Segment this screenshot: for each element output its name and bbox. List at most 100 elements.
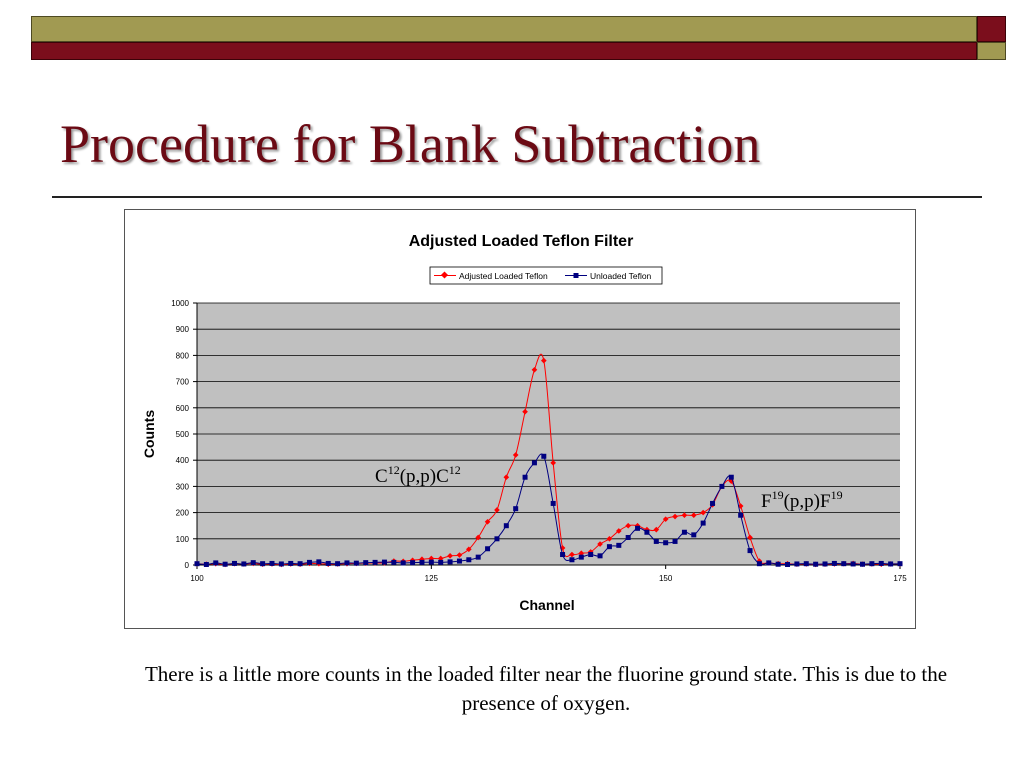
data-point-unloaded bbox=[456, 558, 462, 564]
data-point-unloaded bbox=[260, 561, 266, 567]
data-point-loaded bbox=[700, 509, 706, 516]
data-point-loaded bbox=[747, 534, 753, 541]
x-tick-label: 175 bbox=[893, 574, 907, 583]
y-tick-label: 200 bbox=[176, 509, 190, 518]
data-point-loaded bbox=[615, 528, 622, 534]
legend-label-loaded: Adjusted Loaded Teflon bbox=[459, 271, 548, 281]
data-point-unloaded bbox=[850, 561, 856, 567]
data-point-loaded bbox=[606, 535, 613, 542]
data-point-unloaded bbox=[269, 560, 275, 566]
data-point-loaded bbox=[578, 550, 585, 557]
data-point-loaded bbox=[625, 522, 632, 529]
data-point-loaded bbox=[569, 551, 575, 558]
data-point-loaded bbox=[550, 459, 557, 466]
data-point-unloaded bbox=[381, 559, 387, 565]
data-point-unloaded bbox=[363, 560, 369, 566]
data-point-loaded bbox=[456, 552, 463, 558]
data-point-unloaded bbox=[494, 536, 500, 542]
data-point-unloaded bbox=[860, 561, 866, 567]
data-point-unloaded bbox=[475, 554, 481, 560]
data-point-unloaded bbox=[203, 561, 209, 567]
data-point-unloaded bbox=[719, 483, 725, 489]
data-point-unloaded bbox=[663, 540, 669, 546]
x-tick-label: 125 bbox=[425, 574, 439, 583]
data-point-unloaded bbox=[578, 554, 584, 560]
data-point-unloaded bbox=[231, 560, 237, 566]
y-tick-label: 400 bbox=[176, 456, 190, 465]
data-point-loaded bbox=[690, 512, 697, 519]
data-point-unloaded bbox=[372, 559, 378, 565]
data-point-loaded bbox=[672, 513, 678, 520]
data-point-unloaded bbox=[194, 561, 200, 567]
data-point-unloaded bbox=[878, 560, 884, 566]
data-point-unloaded bbox=[353, 560, 359, 566]
data-point-unloaded bbox=[766, 560, 772, 566]
x-tick-label: 150 bbox=[659, 574, 673, 583]
chart-legend: Adjusted Loaded Teflon Unloaded Teflon bbox=[429, 266, 663, 285]
data-point-unloaded bbox=[316, 559, 322, 565]
data-point-unloaded bbox=[241, 561, 247, 567]
data-point-unloaded bbox=[588, 552, 594, 558]
fluorine-annotation: F19(p,p)F19 bbox=[761, 488, 843, 512]
data-point-loaded bbox=[662, 516, 669, 522]
series-line-unloaded bbox=[196, 453, 901, 565]
data-point-unloaded bbox=[653, 538, 659, 544]
data-point-unloaded bbox=[522, 474, 528, 480]
data-point-unloaded bbox=[672, 538, 678, 544]
data-point-unloaded bbox=[710, 500, 716, 506]
data-point-unloaded bbox=[306, 559, 312, 565]
data-point-unloaded bbox=[822, 561, 828, 567]
data-point-unloaded bbox=[503, 523, 509, 529]
data-point-unloaded bbox=[485, 546, 491, 552]
data-point-unloaded bbox=[400, 560, 406, 566]
data-point-unloaded bbox=[335, 561, 341, 567]
data-point-loaded bbox=[653, 526, 660, 533]
data-point-unloaded bbox=[513, 506, 519, 512]
data-point-loaded bbox=[437, 555, 444, 562]
data-point-unloaded bbox=[841, 561, 847, 567]
data-point-unloaded bbox=[813, 561, 819, 567]
data-point-unloaded bbox=[438, 559, 444, 565]
data-point-loaded bbox=[503, 474, 510, 481]
slide-title: Procedure for Blank Subtraction bbox=[60, 114, 761, 174]
y-tick-label: 100 bbox=[176, 535, 190, 544]
data-point-unloaded bbox=[775, 561, 781, 567]
data-point-unloaded bbox=[213, 560, 219, 566]
data-point-unloaded bbox=[550, 500, 556, 506]
data-point-loaded bbox=[484, 518, 491, 525]
data-point-unloaded bbox=[597, 553, 603, 559]
data-point-unloaded bbox=[681, 529, 687, 535]
chart-frame: 0 100 200 300 400 500 600 700 800 900 1000 100 125 1… bbox=[124, 209, 916, 629]
data-point-loaded bbox=[540, 357, 547, 364]
data-point-unloaded bbox=[278, 561, 284, 567]
data-point-unloaded bbox=[635, 525, 641, 531]
data-point-loaded bbox=[522, 408, 528, 415]
y-tick-label: 800 bbox=[176, 351, 190, 360]
data-point-unloaded bbox=[888, 561, 894, 567]
header-olive-bar bbox=[31, 16, 977, 42]
legend-marker-loaded bbox=[440, 271, 449, 279]
data-point-unloaded bbox=[897, 561, 903, 567]
legend-label-unloaded: Unloaded Teflon bbox=[590, 271, 652, 281]
data-point-unloaded bbox=[288, 560, 294, 566]
data-point-unloaded bbox=[410, 560, 416, 566]
data-point-unloaded bbox=[756, 561, 762, 567]
chart-title: Adjusted Loaded Teflon Filter bbox=[409, 233, 634, 250]
data-point-unloaded bbox=[297, 561, 303, 567]
y-tick-label: 700 bbox=[176, 378, 190, 387]
data-point-unloaded bbox=[616, 542, 622, 548]
header-olive-square bbox=[977, 42, 1006, 60]
series-line-loaded bbox=[196, 353, 901, 565]
data-point-unloaded bbox=[428, 559, 434, 565]
data-point-unloaded bbox=[344, 560, 350, 566]
data-point-loaded bbox=[465, 546, 472, 553]
y-tick-label: 600 bbox=[176, 404, 190, 413]
title-divider bbox=[52, 196, 982, 198]
legend-marker-unloaded bbox=[573, 273, 579, 278]
x-tick-label: 100 bbox=[190, 574, 204, 583]
data-point-loaded bbox=[447, 553, 453, 559]
data-point-loaded bbox=[494, 507, 500, 513]
data-point-unloaded bbox=[869, 561, 875, 567]
